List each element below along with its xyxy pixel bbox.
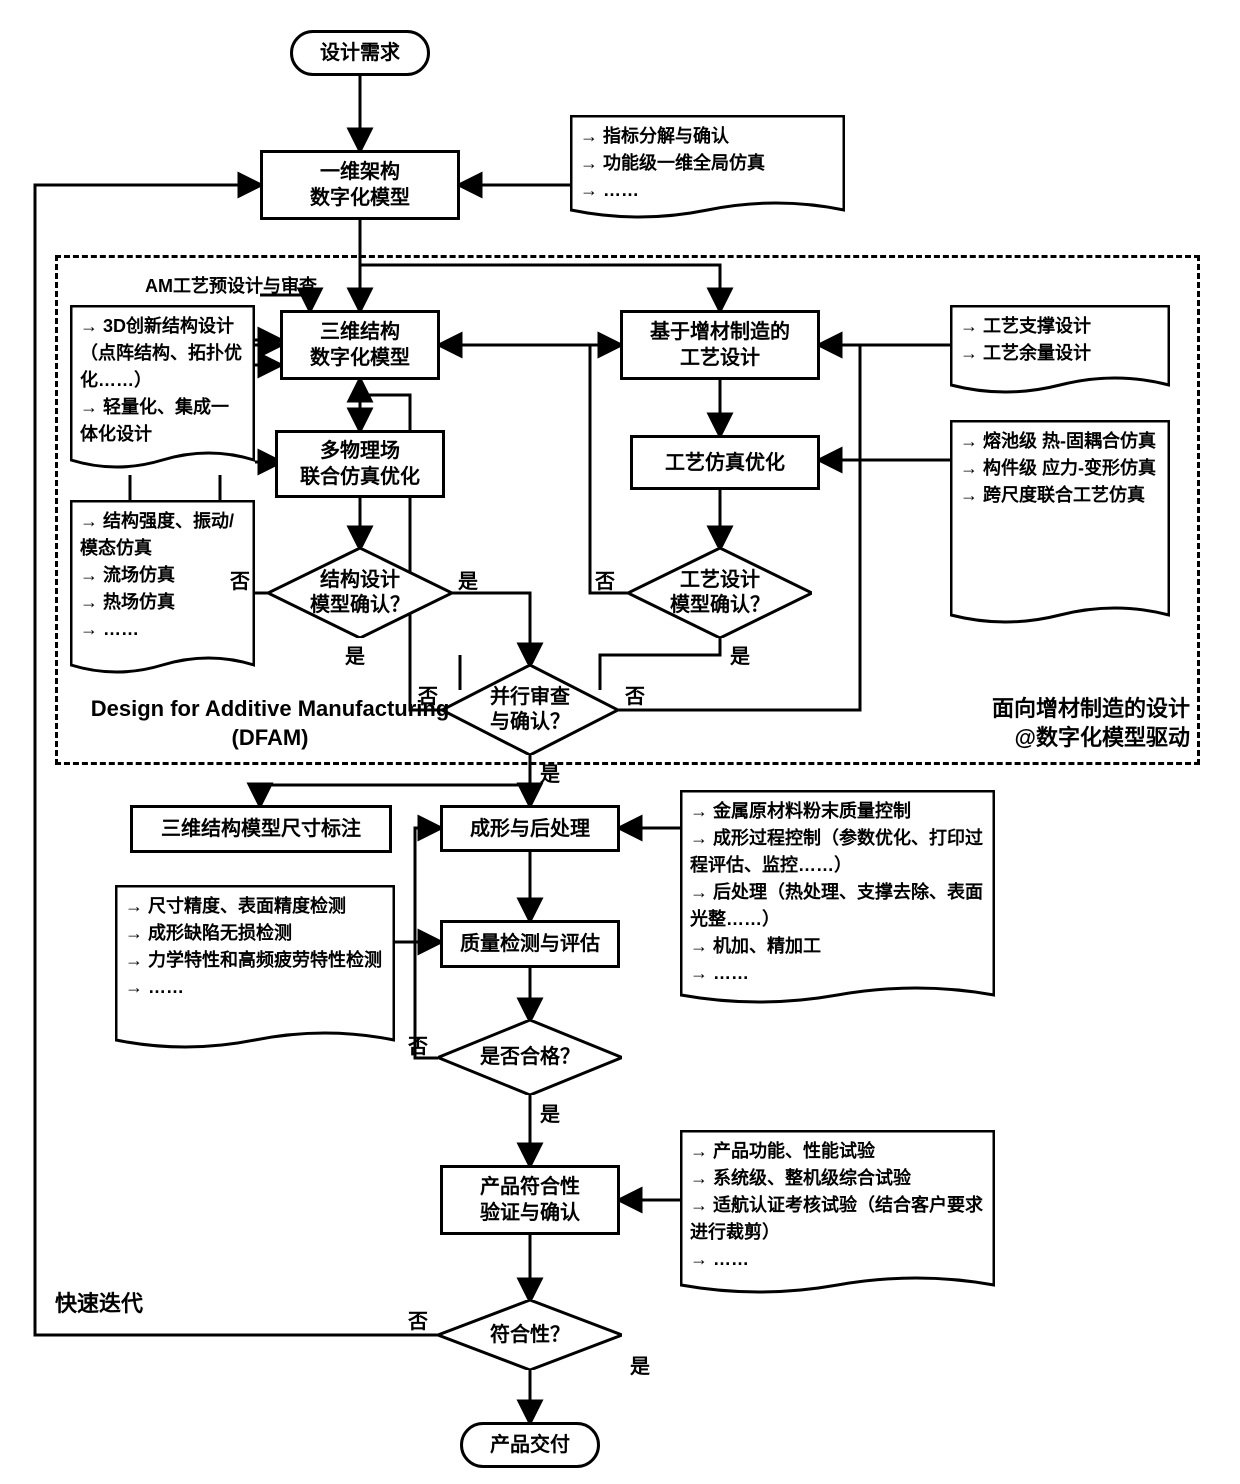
doc-item: → 产品功能、性能试验 [690, 1138, 985, 1165]
process-procDesign-label: 基于增材制造的 工艺设计 [650, 319, 790, 371]
doc-item: → 后处理（热处理、支撑去除、表面光整……） [690, 879, 985, 933]
label-am-predesign: AM工艺预设计与审查 [145, 275, 317, 298]
flowchart-canvas: 设计需求 产品交付 一维架构 数字化模型 三维结构 数字化模型 多物理场 联合仿… [0, 0, 1240, 1484]
doc-item: → …… [690, 1246, 985, 1273]
decision-qualified: 是否合格？ [438, 1020, 622, 1095]
process-compliance-label: 产品符合性 验证与确认 [480, 1174, 580, 1226]
doc-procSim-notes: → 熔池级 热-固耦合仿真→ 构件级 应力-变形仿真→ 跨尺度联合工艺仿真 [950, 420, 1170, 630]
process-dimAnnot: 三维结构模型尺寸标注 [130, 805, 392, 853]
process-procSim-label: 工艺仿真优化 [665, 450, 785, 476]
decision-parallelConfirm: 并行审查 与确认？ [442, 665, 618, 755]
process-multiPhys: 多物理场 联合仿真优化 [275, 430, 445, 498]
edge-structConfirm-yes2: 是 [345, 640, 365, 669]
decision-structConfirm: 结构设计 模型确认？ [268, 548, 452, 638]
doc-compliance-notes: → 产品功能、性能试验→ 系统级、整机级综合试验→ 适航认证考核试验（结合客户要… [680, 1130, 995, 1300]
decision-compliant: 符合性？ [438, 1300, 622, 1370]
doc-forming-notes: → 金属原材料粉末质量控制→ 成形过程控制（参数优化、打印过程评估、监控……）→… [680, 790, 995, 1010]
doc-item: → 功能级一维全局仿真 [580, 150, 835, 177]
doc-item: → 热场仿真 [80, 589, 245, 616]
process-threeD: 三维结构 数字化模型 [280, 310, 440, 380]
edge-procConfirm-yes: 是 [730, 640, 750, 669]
doc-threeD-left-notes: → 3D创新结构设计（点阵结构、拓扑优化……）→ 轻量化、集成一体化设计 [70, 305, 255, 475]
label-fast-iter: 快速迭代 [55, 1290, 143, 1319]
decision-qualified-label: 是否合格？ [438, 1020, 622, 1095]
process-multiPhys-label: 多物理场 联合仿真优化 [300, 438, 420, 490]
process-compliance: 产品符合性 验证与确认 [440, 1165, 620, 1235]
decision-structConfirm-label: 结构设计 模型确认？ [268, 548, 452, 638]
doc-quality-notes: → 尺寸精度、表面精度检测→ 成形缺陷无损检测→ 力学特性和高频疲劳特性检测→ … [115, 885, 395, 1055]
process-quality: 质量检测与评估 [440, 920, 620, 968]
terminator-end-label: 产品交付 [490, 1432, 570, 1458]
edge-qualified-yes: 是 [540, 1098, 560, 1127]
edge-structConfirm-no: 否 [230, 565, 250, 594]
decision-procConfirm-label: 工艺设计 模型确认？ [628, 548, 812, 638]
terminator-end: 产品交付 [460, 1422, 600, 1468]
doc-item: → 工艺支撑设计 [960, 313, 1160, 340]
doc-item: → 系统级、整机级综合试验 [690, 1165, 985, 1192]
doc-item: → 适航认证考核试验（结合客户要求进行裁剪） [690, 1192, 985, 1246]
label-dfam-en: Design for Additive Manufacturing (DFAM) [75, 695, 465, 752]
edge-parallel-no-l: 否 [418, 680, 438, 709]
doc-item: → 3D创新结构设计（点阵结构、拓扑优化……） [80, 313, 245, 394]
doc-item: → 跨尺度联合工艺仿真 [960, 482, 1160, 509]
terminator-start-label: 设计需求 [320, 40, 400, 66]
doc-item: → 机加、精加工 [690, 933, 985, 960]
process-forming: 成形与后处理 [440, 805, 620, 852]
process-dimAnnot-label: 三维结构模型尺寸标注 [161, 816, 361, 842]
process-procDesign: 基于增材制造的 工艺设计 [620, 310, 820, 380]
edge-compliant-yes: 是 [630, 1350, 650, 1379]
doc-item: → 指标分解与确认 [580, 123, 835, 150]
edge-qualified-no: 否 [408, 1030, 428, 1059]
label-dfam-cn: 面向增材制造的设计 @数字化模型驱动 [960, 695, 1190, 752]
edge-procConfirm-no: 否 [595, 565, 615, 594]
doc-item: → 熔池级 热-固耦合仿真 [960, 428, 1160, 455]
doc-item: → …… [580, 177, 835, 204]
doc-item: → 尺寸精度、表面精度检测 [125, 893, 385, 920]
doc-multiPhys-notes: → 结构强度、振动/模态仿真→ 流场仿真→ 热场仿真→ …… [70, 500, 255, 680]
doc-oneD-notes: → 指标分解与确认→ 功能级一维全局仿真→ …… [570, 115, 845, 225]
process-procSim: 工艺仿真优化 [630, 435, 820, 490]
doc-item: → …… [690, 960, 985, 987]
process-forming-label: 成形与后处理 [470, 816, 590, 842]
decision-compliant-label: 符合性？ [438, 1300, 622, 1370]
edge-parallel-no-r: 否 [625, 680, 645, 709]
doc-item: → 成形过程控制（参数优化、打印过程评估、监控……） [690, 825, 985, 879]
doc-item: → 力学特性和高频疲劳特性检测 [125, 947, 385, 974]
process-oneD-label: 一维架构 数字化模型 [310, 159, 410, 211]
doc-item: → …… [80, 616, 245, 643]
doc-item: → 轻量化、集成一体化设计 [80, 394, 245, 448]
doc-item: → 金属原材料粉末质量控制 [690, 798, 985, 825]
decision-parallelConfirm-label: 并行审查 与确认？ [442, 665, 618, 755]
terminator-start: 设计需求 [290, 30, 430, 76]
process-threeD-label: 三维结构 数字化模型 [310, 319, 410, 371]
edge-structConfirm-yes: 是 [458, 565, 478, 594]
doc-item: → 结构强度、振动/模态仿真 [80, 508, 245, 562]
decision-procConfirm: 工艺设计 模型确认？ [628, 548, 812, 638]
doc-item: → …… [125, 974, 385, 1001]
edge-compliant-no: 否 [408, 1305, 428, 1334]
doc-item: → 成形缺陷无损检测 [125, 920, 385, 947]
doc-procDesign-notes: → 工艺支撑设计→ 工艺余量设计 [950, 305, 1170, 400]
doc-item: → 流场仿真 [80, 562, 245, 589]
doc-item: → 构件级 应力-变形仿真 [960, 455, 1160, 482]
process-oneD: 一维架构 数字化模型 [260, 150, 460, 220]
edge-parallel-yes: 是 [540, 758, 560, 787]
process-quality-label: 质量检测与评估 [460, 931, 600, 957]
doc-item: → 工艺余量设计 [960, 340, 1160, 367]
